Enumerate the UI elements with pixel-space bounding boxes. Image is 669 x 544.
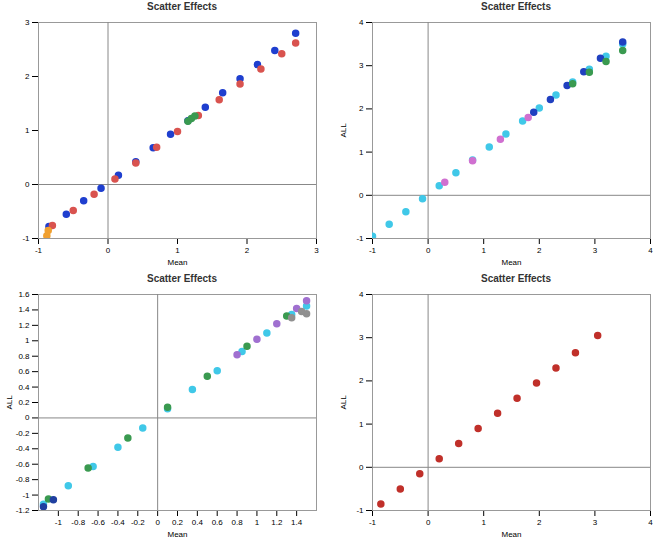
- svg-text:-1: -1: [35, 246, 43, 255]
- svg-text:4: 4: [359, 290, 364, 299]
- svg-text:2: 2: [359, 104, 364, 113]
- svg-text:1: 1: [359, 420, 364, 429]
- svg-text:0.4: 0.4: [18, 383, 30, 392]
- svg-text:0: 0: [359, 463, 364, 472]
- svg-text:ALL: ALL: [339, 123, 348, 138]
- svg-text:0.2: 0.2: [18, 398, 30, 407]
- svg-text:0.6: 0.6: [212, 518, 224, 527]
- svg-text:3: 3: [593, 246, 598, 255]
- svg-text:0: 0: [106, 246, 111, 255]
- svg-text:1: 1: [25, 336, 30, 345]
- svg-text:-1: -1: [356, 234, 364, 243]
- svg-text:-1: -1: [369, 246, 377, 255]
- svg-text:3: 3: [359, 333, 364, 342]
- svg-text:ALL: ALL: [339, 395, 348, 410]
- svg-text:-0.4: -0.4: [16, 444, 30, 453]
- svg-text:1.4: 1.4: [18, 305, 30, 314]
- svg-text:Mean: Mean: [501, 530, 521, 539]
- svg-text:0: 0: [25, 180, 30, 189]
- svg-text:2: 2: [359, 376, 364, 385]
- svg-text:1: 1: [25, 126, 30, 135]
- html-text:Scatter Effects: Scatter Effects: [147, 273, 217, 284]
- svg-text:4: 4: [648, 518, 653, 527]
- svg-text:0.6: 0.6: [18, 367, 30, 376]
- svg-text:4: 4: [648, 246, 653, 255]
- svg-text:-1: -1: [22, 234, 30, 243]
- svg-text:-0.8: -0.8: [16, 475, 30, 484]
- svg-text:1: 1: [359, 148, 364, 157]
- svg-text:2: 2: [25, 72, 30, 81]
- svg-text:0.8: 0.8: [18, 352, 30, 361]
- html-text:Scatter Effects: Scatter Effects: [147, 1, 217, 12]
- svg-text:ALL: ALL: [5, 395, 14, 410]
- svg-text:2: 2: [537, 518, 542, 527]
- svg-text:Mean: Mean: [167, 258, 187, 267]
- svg-text:3: 3: [359, 61, 364, 70]
- svg-text:1.2: 1.2: [18, 321, 30, 330]
- svg-text:2: 2: [245, 246, 250, 255]
- svg-text:-1: -1: [22, 491, 30, 500]
- svg-text:4: 4: [359, 18, 364, 27]
- html-text:Scatter Effects: Scatter Effects: [481, 273, 551, 284]
- svg-text:-0.8: -0.8: [71, 518, 85, 527]
- svg-text:-0.4: -0.4: [111, 518, 125, 527]
- svg-text:Mean: Mean: [501, 258, 521, 267]
- svg-text:1: 1: [255, 518, 260, 527]
- svg-text:1.4: 1.4: [291, 518, 303, 527]
- svg-text:0.4: 0.4: [192, 518, 204, 527]
- svg-text:-0.2: -0.2: [16, 429, 30, 438]
- svg-text:1: 1: [175, 246, 180, 255]
- svg-text:-1.2: -1.2: [16, 506, 30, 515]
- svg-text:0: 0: [155, 518, 160, 527]
- svg-text:-0.6: -0.6: [16, 460, 30, 469]
- svg-text:0: 0: [25, 413, 30, 422]
- svg-text:1.2: 1.2: [271, 518, 283, 527]
- svg-text:0: 0: [426, 246, 431, 255]
- svg-text:1.6: 1.6: [18, 290, 30, 299]
- svg-text:0: 0: [426, 518, 431, 527]
- svg-text:-1: -1: [369, 518, 377, 527]
- svg-text:0: 0: [359, 191, 364, 200]
- svg-text:0.2: 0.2: [172, 518, 184, 527]
- svg-text:1: 1: [481, 246, 486, 255]
- svg-text:1: 1: [481, 518, 486, 527]
- svg-text:-0.6: -0.6: [91, 518, 105, 527]
- svg-text:3: 3: [593, 518, 598, 527]
- svg-text:-1: -1: [55, 518, 63, 527]
- html-text:Scatter Effects: Scatter Effects: [481, 1, 551, 12]
- svg-text:-1: -1: [356, 506, 364, 515]
- svg-text:3: 3: [314, 246, 319, 255]
- svg-text:2: 2: [537, 246, 542, 255]
- svg-text:0.8: 0.8: [232, 518, 244, 527]
- svg-text:-0.2: -0.2: [131, 518, 145, 527]
- svg-text:3: 3: [25, 18, 30, 27]
- svg-text:Mean: Mean: [167, 530, 187, 539]
